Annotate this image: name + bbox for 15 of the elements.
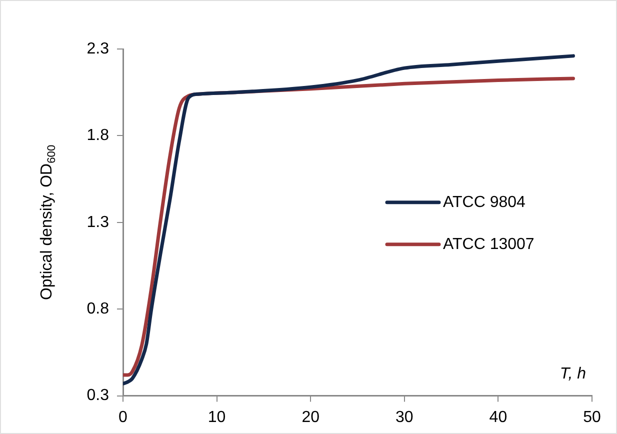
legend-label: ATCC 13007 [443,236,534,253]
y-tick-label: 1.3 [86,214,110,231]
y-tick-label: 2.3 [86,40,110,58]
y-tick-label: 0.3 [86,387,110,404]
x-tick-label: 20 [302,408,320,426]
y-tick-label: 1.8 [86,127,110,144]
y-tick-label: 0.8 [86,300,110,318]
x-tick-label: 30 [396,408,414,426]
x-tick-label: 40 [489,408,508,426]
x-tick-label: 10 [208,408,226,426]
x-axis-title: T, h [560,365,586,382]
legend-label: ATCC 9804 [443,194,526,211]
x-tick-label: 50 [583,408,601,426]
x-tick-label: 0 [118,408,128,426]
y-axis-title: Optical density, OD600 [38,144,58,300]
